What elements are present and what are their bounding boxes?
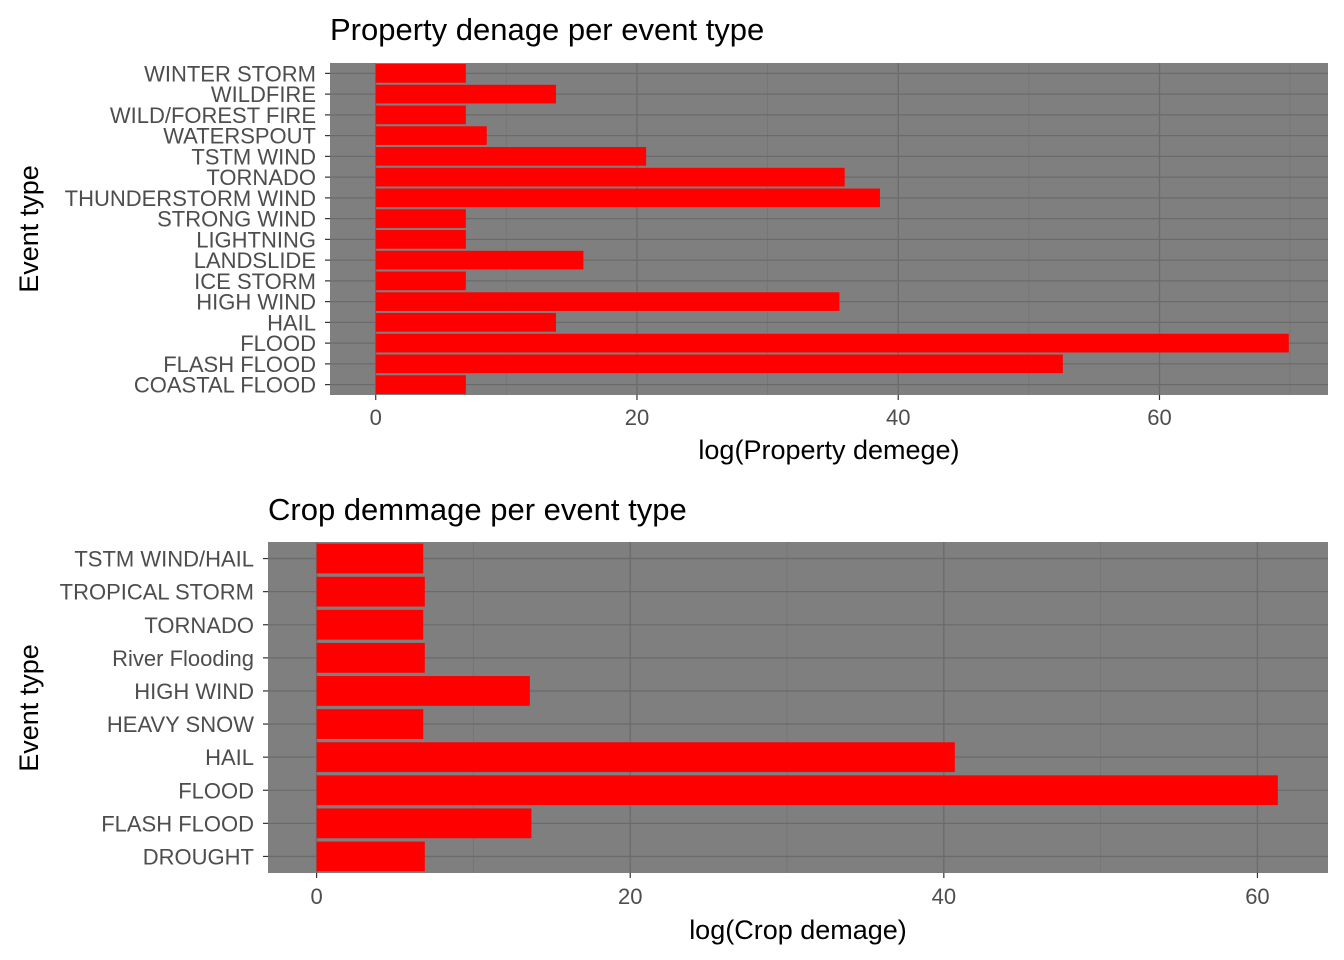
- category-label: HIGH WIND: [134, 679, 254, 704]
- category-label: TROPICAL STORM: [60, 580, 254, 605]
- x-tick-label: 60: [1147, 405, 1171, 430]
- category-label: HIGH WIND: [196, 290, 316, 315]
- category-label: ICE STORM: [194, 269, 316, 294]
- category-label: WINTER STORM: [144, 61, 316, 86]
- bar: [375, 230, 466, 249]
- bar: [375, 147, 647, 166]
- category-label: HAIL: [267, 310, 316, 335]
- x-tick-label: 20: [625, 405, 649, 430]
- category-label: WATERSPOUT: [163, 124, 316, 149]
- category-label: HAIL: [205, 745, 254, 770]
- x-tick-label: 0: [310, 884, 322, 909]
- bar: [375, 333, 1289, 353]
- bar: [375, 313, 556, 332]
- bar: [316, 543, 424, 574]
- category-label: FLASH FLOOD: [101, 811, 254, 836]
- category-label: WILD/FOREST FIRE: [110, 103, 316, 128]
- category-label: TORNADO: [206, 165, 316, 190]
- x-axis-title: log(Property demege): [698, 435, 959, 465]
- bar: [316, 709, 424, 739]
- y-axis-title: Event type: [14, 165, 44, 293]
- chart-title: Property denage per event type: [330, 12, 764, 47]
- property-damage-chart: Property denage per event type WINTER ST…: [14, 12, 1328, 465]
- category-label: FLOOD: [240, 331, 316, 356]
- category-label: THUNDERSTORM WIND: [65, 186, 316, 211]
- crop-damage-chart: Crop demmage per event type TSTM WIND/HA…: [14, 492, 1328, 945]
- bar: [316, 742, 955, 773]
- bar: [375, 209, 466, 228]
- bar: [375, 250, 584, 270]
- bar: [316, 841, 425, 872]
- category-label: HEAVY SNOW: [107, 712, 254, 737]
- category-label: FLOOD: [178, 778, 254, 803]
- category-label: River Flooding: [112, 646, 254, 671]
- bar: [375, 167, 845, 187]
- bar: [375, 84, 556, 104]
- bar: [316, 676, 530, 706]
- bar: [316, 576, 425, 607]
- bar: [375, 188, 880, 208]
- x-tick-label: 40: [932, 884, 956, 909]
- chart-title: Crop demmage per event type: [268, 492, 687, 527]
- x-tick-label: 20: [618, 884, 642, 909]
- bar: [375, 126, 487, 145]
- x-tick-label: 0: [370, 405, 382, 430]
- category-label: STRONG WIND: [157, 207, 316, 232]
- bar: [375, 64, 466, 83]
- bar: [375, 105, 466, 125]
- category-label: LIGHTNING: [196, 227, 316, 252]
- category-label: LANDSLIDE: [194, 248, 316, 273]
- bar: [375, 354, 1063, 374]
- category-label: TORNADO: [144, 613, 254, 638]
- y-axis-title: Event type: [14, 644, 44, 772]
- bar: [316, 609, 424, 640]
- category-label: COASTAL FLOOD: [134, 373, 316, 398]
- bar: [375, 375, 466, 394]
- category-label: TSTM WIND: [191, 144, 316, 169]
- bar: [316, 775, 1278, 806]
- x-axis-title: log(Crop demage): [689, 915, 907, 945]
- x-tick-label: 60: [1245, 884, 1269, 909]
- bar: [316, 808, 532, 839]
- bar: [375, 292, 840, 311]
- category-label: TSTM WIND/HAIL: [74, 547, 254, 572]
- category-label: FLASH FLOOD: [163, 352, 316, 377]
- bar: [316, 642, 425, 673]
- category-label: DROUGHT: [143, 844, 254, 869]
- bar: [375, 271, 466, 291]
- x-tick-label: 40: [886, 405, 910, 430]
- category-label: WILDFIRE: [211, 82, 316, 107]
